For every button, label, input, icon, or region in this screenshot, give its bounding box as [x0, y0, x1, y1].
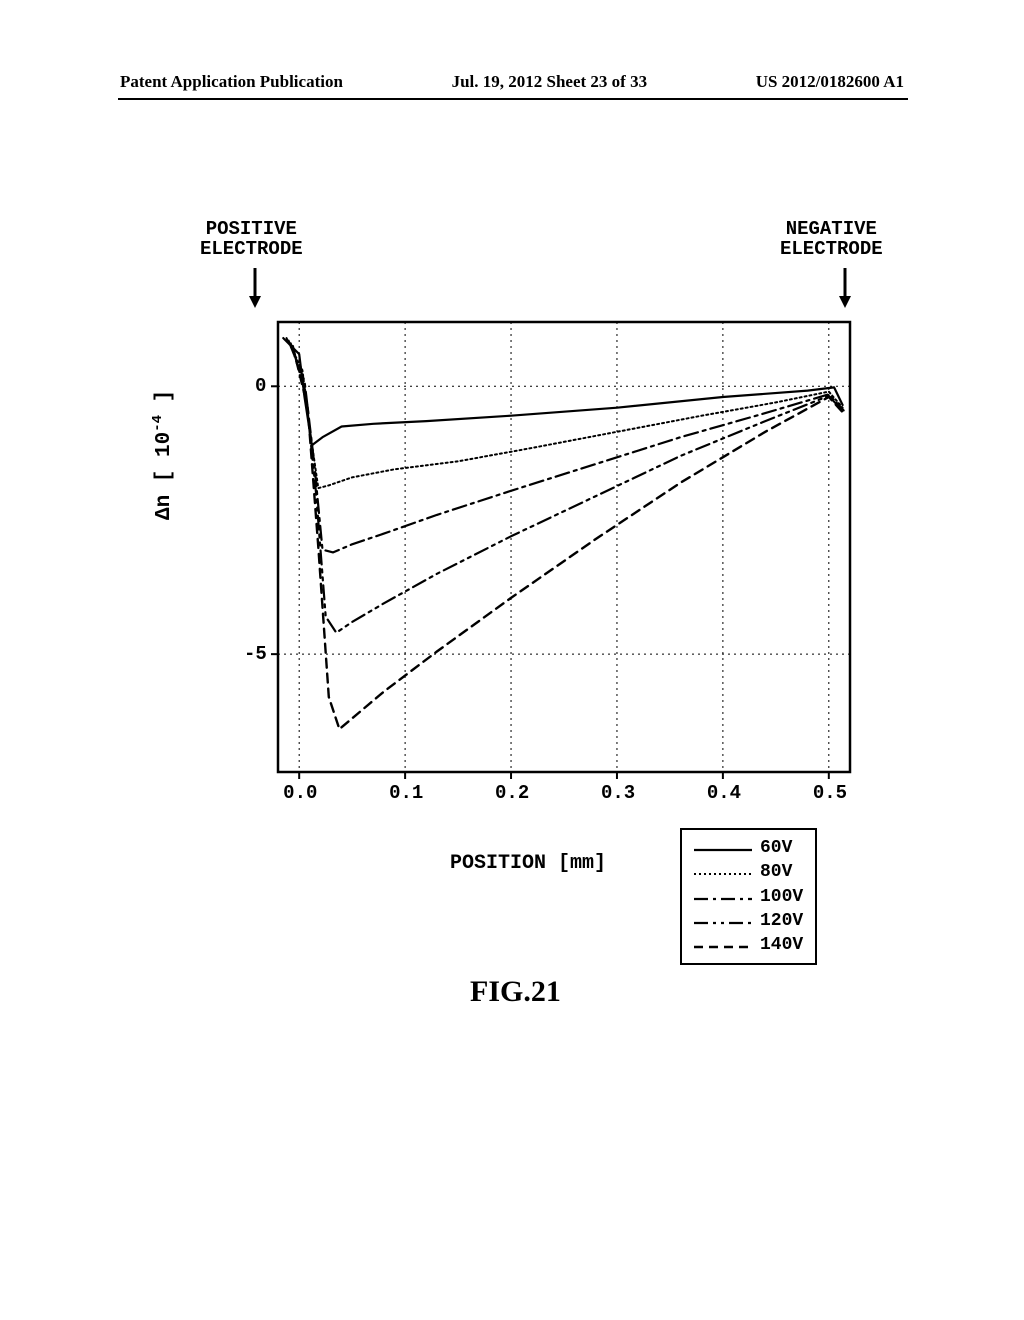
- legend-swatch: [694, 938, 752, 952]
- page-header: Patent Application Publication Jul. 19, …: [0, 72, 1024, 92]
- series-80V: [287, 338, 843, 488]
- series-140V: [293, 346, 846, 729]
- negative-electrode-text: NEGATIVEELECTRODE: [780, 218, 883, 260]
- legend-label: 120V: [760, 909, 803, 933]
- series-120V: [291, 343, 845, 632]
- series-60V: [283, 338, 842, 445]
- header-center: Jul. 19, 2012 Sheet 23 of 33: [452, 72, 648, 92]
- legend-swatch: [694, 841, 752, 855]
- legend-swatch: [694, 914, 752, 928]
- positive-electrode-label: POSITIVEELECTRODE: [200, 220, 303, 260]
- y-axis-label: Δn [ 10-4 ]: [150, 390, 176, 520]
- positive-electrode-text: POSITIVEELECTRODE: [200, 218, 303, 260]
- chart: [250, 316, 860, 806]
- ytick-label: 0: [255, 375, 266, 397]
- series-100V: [289, 341, 844, 553]
- ytick-label: -5: [244, 643, 267, 665]
- legend-label: 140V: [760, 933, 803, 957]
- header-rule: [118, 98, 908, 100]
- legend-item: 60V: [694, 836, 803, 860]
- xtick-label: 0.3: [601, 782, 635, 804]
- xtick-label: 0.1: [389, 782, 423, 804]
- xtick-label: 0.4: [707, 782, 741, 804]
- xtick-label: 0.0: [283, 782, 317, 804]
- arrow-down-icon: [248, 268, 262, 304]
- arrow-down-icon: [838, 268, 852, 304]
- x-axis-label: POSITION [mm]: [450, 852, 606, 875]
- legend-item: 100V: [694, 885, 803, 909]
- legend-item: 120V: [694, 909, 803, 933]
- chart-svg: [250, 316, 860, 806]
- legend-item: 80V: [694, 860, 803, 884]
- header-right: US 2012/0182600 A1: [756, 72, 904, 92]
- legend-label: 80V: [760, 860, 792, 884]
- figure-caption: FIG.21: [470, 975, 561, 1009]
- legend-label: 60V: [760, 836, 792, 860]
- legend-swatch: [694, 890, 752, 904]
- xtick-label: 0.5: [813, 782, 847, 804]
- negative-electrode-label: NEGATIVEELECTRODE: [780, 220, 883, 260]
- legend-swatch: [694, 865, 752, 879]
- legend-label: 100V: [760, 885, 803, 909]
- legend: 60V80V100V120V140V: [680, 828, 817, 965]
- header-left: Patent Application Publication: [120, 72, 343, 92]
- legend-item: 140V: [694, 933, 803, 957]
- xtick-label: 0.2: [495, 782, 529, 804]
